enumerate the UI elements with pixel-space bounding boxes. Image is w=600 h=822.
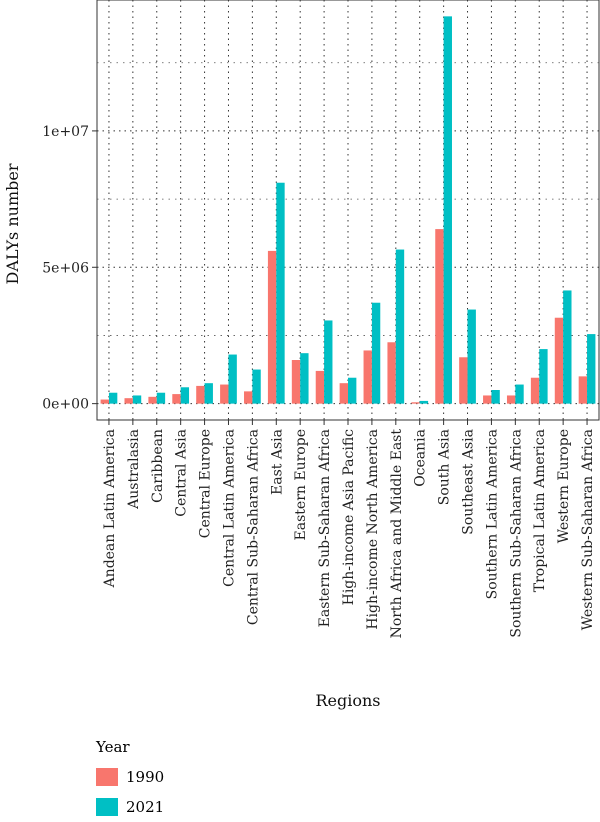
bar-1990 [578,376,588,404]
bar-1990 [172,394,181,404]
x-tick-label: Southeast Asia [461,429,477,535]
bar-2021 [563,290,572,404]
x-tick-label: Southern Latin America [484,429,500,599]
bar-2021 [419,400,429,404]
bar-1990 [315,370,325,404]
bar-2021 [108,392,118,404]
bar-1990 [196,385,205,404]
bar-1990 [435,229,444,404]
legend-item-1990: 1990 [96,762,164,792]
bar-1990 [506,395,516,404]
bar-2021 [348,377,357,404]
bar-2021 [443,16,452,404]
x-tick-label: Western Europe [556,429,572,543]
bar-1990 [148,396,157,404]
x-tick-label: Western Sub-Saharan Africa [580,429,596,630]
bar-1990 [554,317,564,404]
bar-2021 [180,387,190,404]
bar-2021 [276,182,285,404]
bar-2021 [300,353,309,404]
x-tick-label: High-income North America [365,429,381,630]
legend-item-2021: 2021 [96,792,164,822]
x-tick-label: Central Sub-Saharan Africa [245,429,261,625]
x-tick-label: Caribbean [150,429,166,503]
x-tick-label: East Asia [269,429,285,495]
bar-2021 [467,309,476,404]
x-axis: Andean Latin America Australasia Caribbean… [102,420,596,638]
bar-1990 [387,342,396,404]
bar-1990 [291,360,301,404]
bar-2021 [587,334,596,404]
bar-1990 [483,395,492,404]
y-axis: 0e+00 5e+06 1e+07 [42,124,97,413]
legend: Year 1990 2021 [96,738,164,822]
bar-1990 [339,383,348,404]
bar-2021 [515,384,524,404]
x-tick-label: North Africa and Middle East [389,429,405,639]
x-tick-label: Central Latin America [221,429,237,587]
x-tick-label: South Asia [437,429,453,505]
bar-1990 [459,357,468,404]
bar-2021 [395,249,405,404]
bar-1990 [363,350,372,404]
bar-1990 [244,391,253,404]
bar-1990 [411,402,420,404]
x-tick-label: Central Europe [198,429,214,538]
bar-2021 [204,383,213,404]
bar-2021 [228,354,237,404]
legend-label: 2021 [126,798,165,816]
bar-2021 [132,395,142,404]
x-axis-title: Regions [315,691,380,710]
y-axis-title: DALYs number [3,163,22,284]
legend-swatch [96,798,118,816]
legend-title: Year [96,738,130,756]
x-tick-label: Australasia [126,429,142,510]
bar-1990 [124,398,133,404]
x-tick-label: Eastern Europe [293,429,309,540]
x-tick-label: High-income Asia Pacific [341,429,357,606]
bar-2021 [252,369,261,404]
x-tick-label: Southern Sub-Saharan Africa [508,429,524,638]
y-tick-label: 0e+00 [42,397,89,413]
legend-swatch [96,768,118,786]
bar-1990 [530,377,540,404]
x-tick-label: Tropical Latin America [532,429,548,592]
bar-1990 [267,250,277,404]
bar-1990 [220,384,229,404]
x-tick-label: Oceania [413,429,429,487]
bar-2021 [539,349,548,404]
bar-1990 [100,399,109,404]
bar-2021 [371,302,381,404]
bar-2021 [324,320,333,404]
x-tick-label: Andean Latin America [102,429,118,588]
x-tick-label: Central Asia [174,429,190,517]
x-tick-label: Eastern Sub-Saharan Africa [317,429,333,627]
legend-label: 1990 [126,768,165,786]
chart: DALYs number 0e+00 5e+06 1e+07 Andean Lati… [3,0,600,710]
legend-items: 1990 2021 [96,762,164,822]
y-tick-label: 5e+06 [42,260,89,276]
bar-2021 [156,392,166,404]
bar-2021 [491,390,500,404]
bars [100,16,596,404]
y-tick-label: 1e+07 [42,124,89,140]
